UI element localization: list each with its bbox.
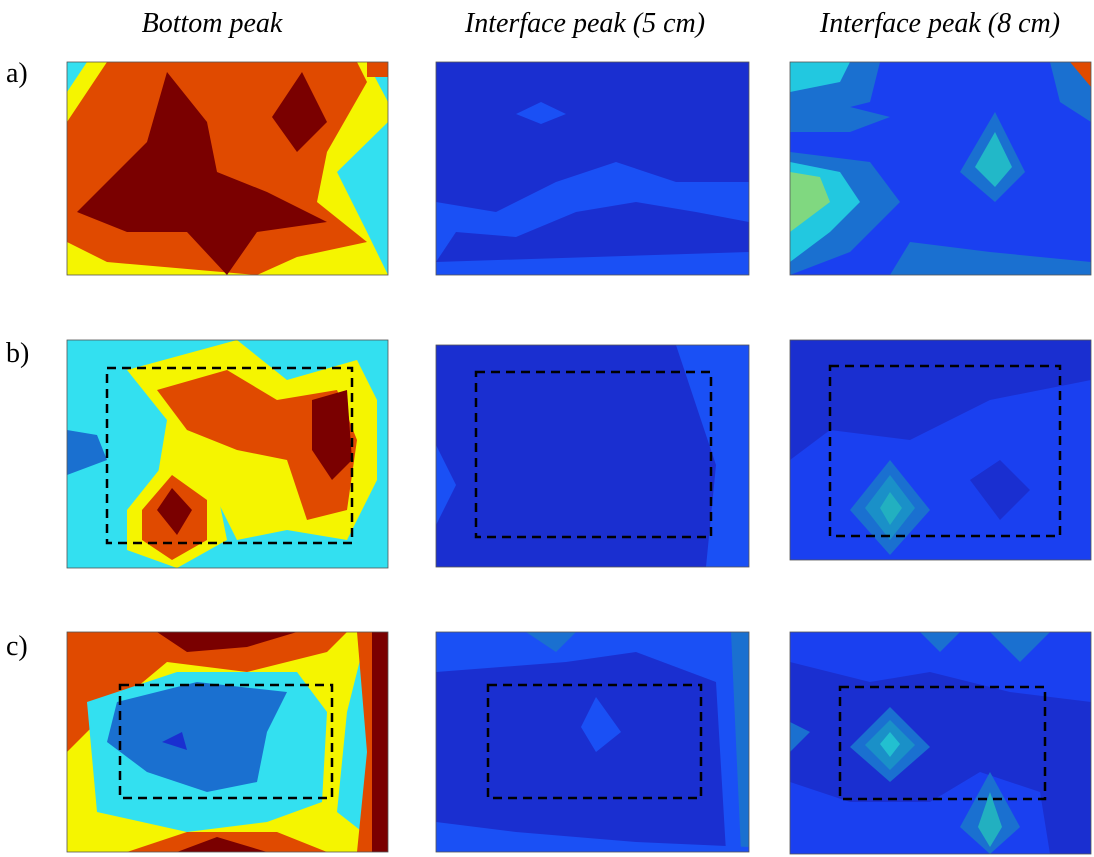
contour-region	[920, 632, 960, 652]
contour-region	[367, 62, 388, 77]
panel-frame	[66, 631, 389, 853]
contour-region	[436, 632, 749, 852]
panel-frame	[435, 344, 750, 568]
contour-region	[77, 72, 327, 275]
contour-region	[676, 345, 749, 567]
contour-region	[978, 792, 1002, 847]
dashed-region	[828, 364, 1062, 538]
row-label: b)	[6, 338, 29, 369]
panel-frame	[789, 61, 1092, 276]
contour-region	[516, 102, 566, 124]
dashed-region	[474, 370, 713, 539]
contour-region	[790, 722, 810, 752]
panel-frame	[789, 339, 1092, 561]
contour-region	[436, 445, 456, 525]
contour-region	[272, 72, 327, 152]
contour-region	[67, 632, 347, 752]
dashed-region	[118, 683, 334, 800]
contour-region	[790, 62, 850, 92]
contour-region	[372, 632, 388, 852]
contour-panel	[789, 61, 1092, 276]
contour-region	[157, 632, 297, 652]
column-title: Interface peak (5 cm)	[464, 8, 705, 39]
contour-region	[162, 732, 187, 750]
contour-panel	[66, 339, 389, 569]
contour-region	[1050, 62, 1091, 122]
panel-frame	[435, 61, 750, 276]
contour-region	[177, 837, 267, 852]
contour-region	[880, 732, 900, 757]
contour-region	[312, 390, 352, 480]
contour-region	[790, 340, 1091, 460]
contour-region	[975, 132, 1012, 187]
row-label: c)	[6, 631, 28, 662]
contour-region	[157, 370, 357, 520]
contour-region	[970, 460, 1030, 520]
panel-frame	[66, 61, 389, 276]
contour-region	[990, 632, 1050, 662]
contour-region	[526, 632, 576, 652]
column-title: Bottom peak	[142, 8, 283, 39]
contour-region	[731, 632, 749, 852]
dashed-region	[486, 683, 703, 800]
contour-region	[581, 697, 621, 752]
contour-panel	[435, 344, 750, 568]
contour-region	[790, 107, 890, 132]
contour-panel	[66, 631, 389, 853]
column-title: Interface peak (8 cm)	[819, 8, 1060, 39]
contour-region	[790, 662, 1091, 854]
contour-region	[436, 822, 749, 852]
contour-region	[157, 488, 192, 535]
contour-region	[107, 682, 287, 792]
contour-region	[880, 492, 902, 525]
contour-panel	[435, 631, 750, 853]
panel-frame	[789, 631, 1092, 855]
contour-region	[890, 242, 1091, 275]
contour-region	[67, 430, 107, 475]
contour-region	[436, 202, 749, 262]
contour-panel	[789, 631, 1092, 855]
dashed-region	[105, 366, 354, 545]
panel-frame	[66, 339, 389, 569]
row-label: a)	[6, 58, 28, 89]
contour-panel	[435, 61, 750, 276]
contour-panel	[66, 61, 389, 276]
contour-region	[790, 172, 830, 232]
contour-panel	[789, 339, 1092, 561]
panel-frame	[435, 631, 750, 853]
dashed-region	[838, 685, 1047, 801]
contour-region	[1070, 62, 1091, 87]
